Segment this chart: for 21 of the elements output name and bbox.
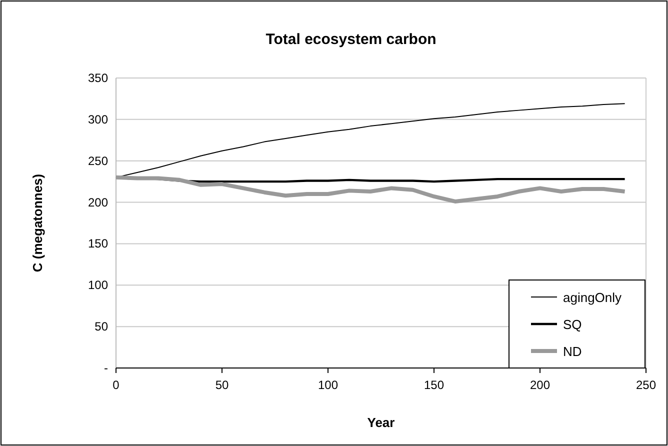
x-tick-label: 50	[215, 378, 229, 392]
y-axis-title: C (megatonnes)	[30, 174, 45, 272]
x-tick-label: 150	[424, 378, 444, 392]
y-tick-label: -	[104, 361, 108, 375]
y-tick-label: 300	[88, 112, 108, 126]
y-tick-label: 250	[88, 154, 108, 168]
x-axis-title: Year	[367, 415, 395, 430]
x-tick-label: 250	[636, 378, 656, 392]
y-tick-label: 350	[88, 71, 108, 85]
x-tick-label: 100	[318, 378, 338, 392]
chart-title: Total ecosystem carbon	[266, 31, 436, 48]
line-series	[114, 175, 627, 204]
x-tick-label: 200	[530, 378, 550, 392]
y-tick-label: 200	[88, 195, 108, 210]
legend-label: agingOnly	[563, 290, 622, 305]
legend-label: SQ	[563, 317, 582, 332]
y-tick-label: 100	[88, 278, 108, 292]
y-tick-label: 150	[88, 236, 108, 251]
y-tick-label: 50	[94, 320, 108, 334]
x-tick-label: 0	[112, 378, 120, 392]
legend-label: ND	[563, 344, 582, 359]
